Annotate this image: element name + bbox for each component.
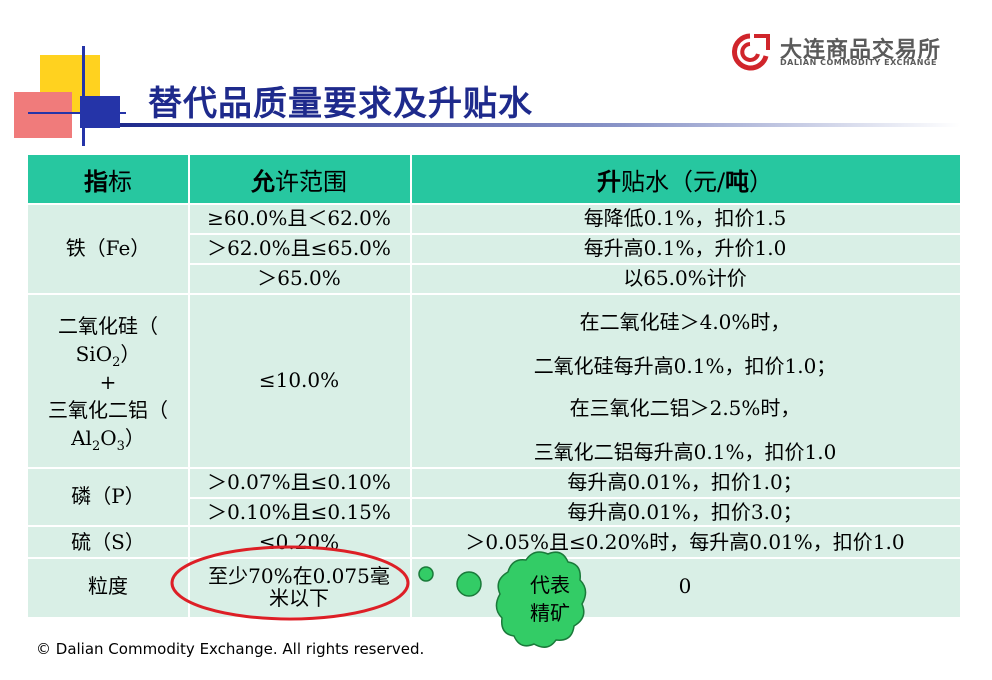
iron-premium-1: 每降低0.1%，扣价1.5 [583,206,787,230]
alumina-premium-1: 在三氧化二铝＞2.5%时， [569,396,801,420]
iron-premium-2: 每升高0.1%，升价1.0 [583,236,787,260]
sulfur-label: 硫（S） [71,530,145,554]
row-iron [28,205,960,293]
alumina-label-line2: Al2O3） [71,426,145,454]
quality-table: 指标 允许范围 升贴水（元/吨） 铁（Fe） ≥60.0%且＜62.0% ＞62… [28,155,960,617]
logo-name-en: DALIAN COMMODITY EXCHANGE [780,58,937,67]
callout-text-2: 精矿 [530,601,570,625]
copyright-notice: © Dalian Commodity Exchange. All rights … [36,640,425,658]
row-granularity [28,559,960,617]
granularity-range-1: 至少70%在0.075毫 [208,564,390,588]
silica-premium-1: 在二氧化硅＞4.0%时， [579,310,791,334]
iron-range-1: ≥60.0%且＜62.0% [207,206,391,230]
iron-premium-3: 以65.0%计价 [623,266,747,290]
phosphorus-range-2: ＞0.10%且≤0.15% [207,500,391,524]
logo-mark-icon [732,33,770,71]
granularity-label: 粒度 [88,574,128,598]
iron-label: 铁（Fe） [65,236,151,260]
sulfur-premium: ＞0.05%且≤0.20%时，每升高0.01%，扣价1.0 [465,530,905,554]
silica-label-line2: SiO2） [75,342,141,370]
decor-vertical-line [82,46,85,146]
silica-label-line1: 二氧化硅（ [58,314,158,338]
page-title: 替代品质量要求及升贴水 [148,84,533,124]
iron-range-2: ＞62.0%且≤65.0% [207,236,391,260]
silica-range: ≤10.0% [258,368,340,392]
silica-label-plus: + [99,370,117,394]
granularity-premium: 0 [678,574,692,598]
header-indicator: 指标 [28,155,188,203]
silica-premium-2: 二氧化硅每升高0.1%，扣价1.0； [533,354,837,378]
exchange-logo: 大连商品交易所 DALIAN COMMODITY EXCHANGE [728,32,958,72]
header-range: 允许范围 [188,155,410,203]
title-divider [120,123,960,127]
alumina-premium-2: 三氧化二铝每升高0.1%，扣价1.0 [533,440,837,464]
phosphorus-label: 磷（P） [71,484,145,508]
iron-range-3: ＞65.0% [257,266,341,290]
alumina-label-line1: 三氧化二铝（ [48,398,168,422]
decor-horizontal-line [28,112,126,114]
callout-text-1: 代表 [530,573,570,597]
phosphorus-range-1: ＞0.07%且≤0.10% [207,470,391,494]
phosphorus-premium-2: 每升高0.01%，扣价3.0； [567,500,803,524]
decor-red-square [14,92,72,138]
sulfur-range: ≤0.20% [258,530,340,554]
granularity-range-2: 米以下 [269,586,329,610]
logo-name-cn: 大连商品交易所 [780,38,942,63]
phosphorus-premium-1: 每升高0.01%，扣价1.0； [567,470,803,494]
header-premium: 升贴水（元/吨） [410,155,960,203]
row-silica [28,295,960,467]
